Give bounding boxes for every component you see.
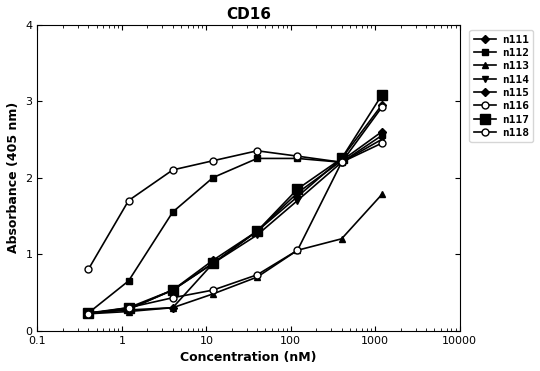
n118	[125, 305, 132, 310]
X-axis label: Concentration (nM): Concentration (nM)	[180, 351, 317, 364]
n113	[170, 305, 176, 310]
n116	[170, 168, 176, 172]
Line: n111: n111	[85, 102, 384, 316]
n112	[294, 156, 301, 161]
n116	[210, 158, 217, 163]
Line: n116: n116	[85, 139, 386, 273]
n114	[339, 160, 345, 164]
n117	[254, 229, 260, 233]
Line: n117: n117	[84, 90, 387, 318]
n118	[170, 296, 176, 300]
Line: n115: n115	[85, 129, 384, 316]
n117	[210, 261, 217, 266]
n111	[170, 305, 176, 310]
n117	[294, 187, 301, 191]
n118	[339, 160, 345, 164]
n118	[379, 105, 385, 109]
n118	[254, 273, 260, 277]
n116	[339, 160, 345, 164]
n112	[210, 175, 217, 180]
n111	[339, 156, 345, 161]
n115	[294, 191, 301, 195]
n117	[170, 288, 176, 292]
n113	[254, 275, 260, 279]
n111	[85, 311, 92, 315]
n116	[125, 198, 132, 203]
n118	[210, 288, 217, 292]
n112	[170, 210, 176, 214]
n115	[210, 258, 217, 262]
n117	[339, 156, 345, 161]
n116	[379, 141, 385, 145]
n112	[85, 311, 92, 315]
Line: n118: n118	[85, 104, 386, 317]
n115	[254, 229, 260, 233]
n113	[379, 192, 385, 197]
n117	[125, 305, 132, 310]
n113	[210, 292, 217, 296]
n115	[170, 288, 176, 292]
n116	[254, 148, 260, 153]
n114	[254, 233, 260, 237]
n114	[170, 288, 176, 292]
n115	[339, 158, 345, 163]
n114	[210, 261, 217, 266]
n113	[339, 237, 345, 241]
n113	[85, 312, 92, 316]
n113	[125, 309, 132, 314]
n111	[125, 308, 132, 312]
Line: n113: n113	[85, 191, 386, 317]
n115	[125, 307, 132, 311]
n111	[254, 229, 260, 233]
Line: n112: n112	[85, 132, 386, 316]
n117	[85, 311, 92, 315]
n112	[339, 160, 345, 164]
n111	[210, 261, 217, 266]
n114	[125, 307, 132, 311]
n115	[379, 129, 385, 134]
n118	[294, 248, 301, 253]
n113	[294, 248, 301, 253]
n114	[294, 198, 301, 203]
n118	[85, 312, 92, 316]
n112	[254, 156, 260, 161]
n115	[85, 311, 92, 315]
n111	[379, 103, 385, 107]
n117	[379, 93, 385, 97]
Line: n114: n114	[85, 136, 386, 316]
n116	[294, 154, 301, 158]
n112	[125, 279, 132, 283]
Legend: n111, n112, n113, n114, n115, n116, n117, n118: n111, n112, n113, n114, n115, n116, n117…	[469, 30, 533, 142]
n116	[85, 267, 92, 272]
Y-axis label: Absorbance (405 nm): Absorbance (405 nm)	[7, 102, 20, 253]
n111	[294, 194, 301, 199]
n114	[379, 137, 385, 141]
n112	[379, 133, 385, 138]
n114	[85, 311, 92, 315]
Title: CD16: CD16	[226, 7, 271, 22]
